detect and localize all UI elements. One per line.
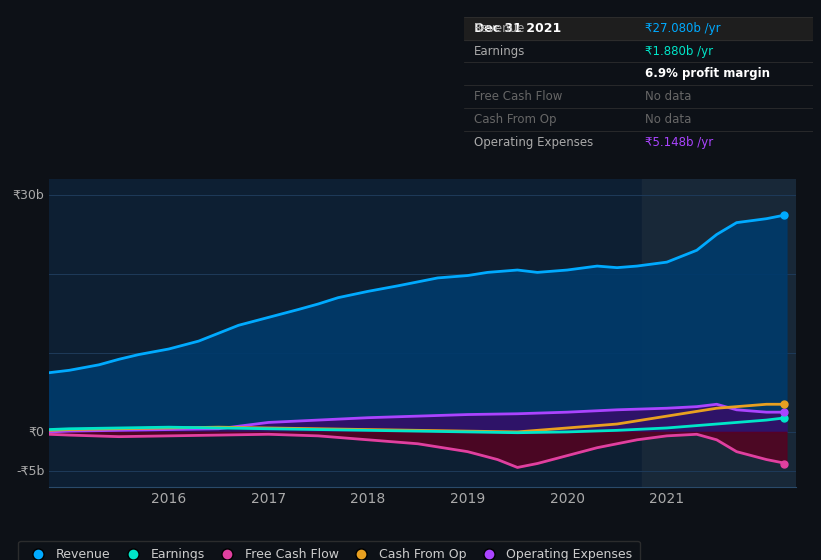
Text: No data: No data [645,113,691,126]
Text: Operating Expenses: Operating Expenses [475,136,594,149]
Text: No data: No data [645,90,691,103]
Text: 6.9% profit margin: 6.9% profit margin [645,67,770,80]
Text: ₹27.080b /yr: ₹27.080b /yr [645,22,721,35]
Text: Earnings: Earnings [475,44,525,58]
Legend: Revenue, Earnings, Free Cash Flow, Cash From Op, Operating Expenses: Revenue, Earnings, Free Cash Flow, Cash … [18,541,640,560]
Text: ₹30b: ₹30b [12,189,44,202]
Bar [642,179,796,487]
Text: Revenue: Revenue [475,22,525,35]
Text: Dec 31 2021: Dec 31 2021 [475,22,562,35]
Text: ₹5.148b /yr: ₹5.148b /yr [645,136,713,149]
Bar [464,17,813,40]
Text: Cash From Op: Cash From Op [475,113,557,126]
Text: Free Cash Flow: Free Cash Flow [475,90,562,103]
Text: ₹1.880b /yr: ₹1.880b /yr [645,44,713,58]
Text: ₹0: ₹0 [28,426,44,438]
Text: -₹5b: -₹5b [16,465,44,478]
